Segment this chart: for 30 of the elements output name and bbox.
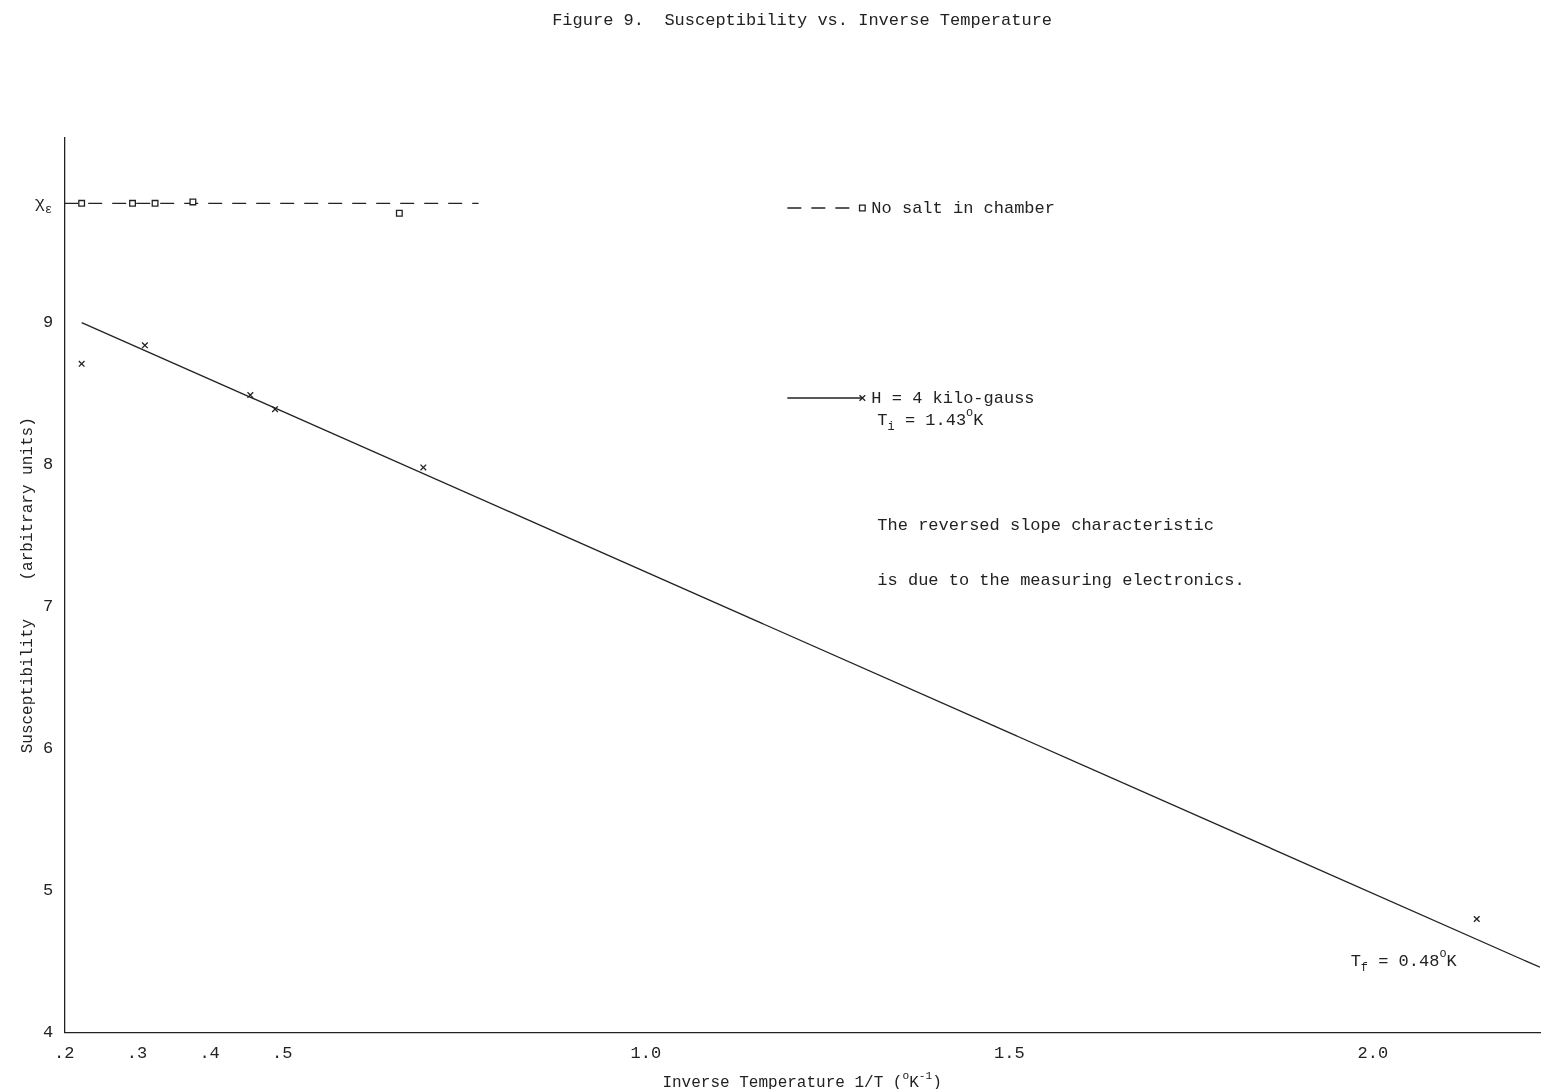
point [419,463,427,471]
x-tick-label: 2.0 [1357,1044,1389,1064]
point [141,341,149,349]
point [78,199,86,207]
x-tick-label: .3 [126,1044,148,1064]
x-tick-label: 1.5 [993,1044,1025,1064]
point [129,199,137,207]
point [271,405,279,413]
y-tick-label: 7 [43,597,54,617]
x-tick-label: 1.0 [630,1044,662,1064]
annotation: is due to the measuring electronics. [877,570,1245,590]
point [395,209,403,217]
legend-label: No salt in chamber [871,198,1055,218]
chart-title: Figure 9. Susceptibility vs. Inverse Temperature [552,10,1053,30]
point [189,198,197,206]
y-tick-label: 9 [43,313,54,333]
point [78,360,86,368]
annotation: The reversed slope characteristic [877,515,1214,535]
x-tick-label: .4 [199,1044,220,1064]
x-tick-label: .2 [54,1044,75,1064]
point [1473,915,1481,923]
y-axis-title: Susceptibility (arbitrary units) [19,417,38,754]
y-tick-label: 6 [43,739,54,759]
point [151,199,159,207]
y-tick-label: 8 [43,455,54,475]
y-tick-label: 5 [43,881,54,901]
point [246,391,254,399]
x-tick-label: .5 [272,1044,293,1064]
y-tick-label: 4 [43,1023,54,1043]
legend-label: H = 4 kilo-gauss [871,388,1035,408]
